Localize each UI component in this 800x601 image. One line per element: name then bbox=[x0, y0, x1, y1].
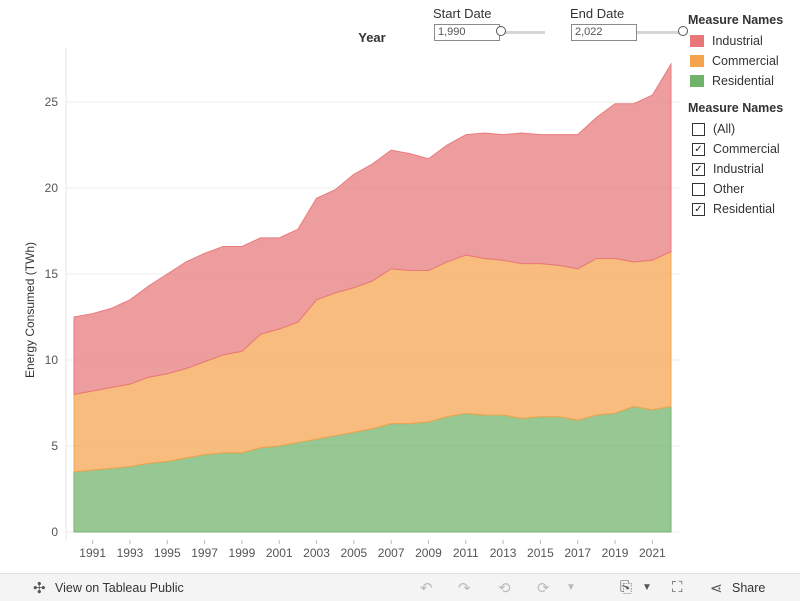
chart: 0 5 10 15 20 25 1991 1993 1995 1997 1999 2001 2003 20… bbox=[23, 30, 680, 560]
checkbox[interactable] bbox=[692, 182, 705, 196]
download-icon[interactable]: ⎘ bbox=[620, 579, 633, 596]
revert-icon[interactable]: ⟲ bbox=[498, 580, 511, 597]
x-axis-label: Year bbox=[358, 30, 385, 45]
x-tick-label: 2009 bbox=[415, 546, 442, 560]
x-tick-label: 1999 bbox=[229, 546, 256, 560]
x-tick-label: 2007 bbox=[378, 546, 405, 560]
x-tick-label: 1993 bbox=[117, 546, 144, 560]
stacked-areas bbox=[73, 62, 672, 533]
fullscreen-icon[interactable]: ⛶ bbox=[672, 579, 683, 596]
legend-swatch bbox=[690, 55, 704, 67]
start-date-label: Start Date bbox=[433, 6, 492, 21]
end-date-slider-track[interactable] bbox=[637, 31, 682, 34]
filter-option-label: Residential bbox=[713, 202, 775, 216]
x-tick-label: 2001 bbox=[266, 546, 293, 560]
x-tick-label: 1997 bbox=[191, 546, 218, 560]
x-tick-label: 2011 bbox=[453, 546, 479, 560]
filter-option-commercial[interactable]: ✓ Commercial bbox=[692, 141, 780, 157]
undo-icon[interactable]: ↶ bbox=[420, 580, 433, 597]
legend-label: Residential bbox=[712, 74, 774, 88]
x-tick-label: 2005 bbox=[340, 546, 367, 560]
download-dropdown-icon[interactable]: ▼ bbox=[642, 582, 652, 593]
x-tick-label: 2017 bbox=[564, 546, 591, 560]
refresh-icon[interactable]: ⟳ bbox=[537, 580, 550, 597]
x-tick-label: 1995 bbox=[154, 546, 181, 560]
filter-title: Measure Names bbox=[688, 101, 784, 115]
legend-item-residential[interactable]: Residential bbox=[690, 73, 774, 89]
x-tick-label: 2015 bbox=[527, 546, 554, 560]
legend-swatch bbox=[690, 75, 704, 87]
tableau-logo-icon: ✣ bbox=[33, 580, 46, 597]
y-tick-label: 20 bbox=[45, 181, 59, 195]
share-icon[interactable]: ⋖ bbox=[710, 580, 723, 597]
legend-label: Commercial bbox=[712, 54, 779, 68]
y-tick-label: 15 bbox=[45, 267, 59, 281]
view-on-tableau-public-link[interactable]: View on Tableau Public bbox=[55, 580, 184, 595]
filter-option-other[interactable]: Other bbox=[692, 181, 744, 197]
checkbox[interactable]: ✓ bbox=[692, 162, 705, 176]
x-tick-label: 2019 bbox=[602, 546, 629, 560]
y-tick-label: 10 bbox=[45, 353, 59, 367]
area-industrial bbox=[73, 62, 672, 396]
start-date-slider-track[interactable] bbox=[500, 31, 545, 34]
y-axis-label: Energy Consumed (TWh) bbox=[23, 242, 37, 378]
legend-title: Measure Names bbox=[688, 13, 784, 27]
end-date-slider-handle[interactable] bbox=[678, 26, 688, 36]
checkbox[interactable]: ✓ bbox=[692, 142, 705, 156]
end-date-input[interactable]: 2,022 bbox=[571, 24, 637, 41]
x-tick-label: 2021 bbox=[639, 546, 666, 560]
redo-icon[interactable]: ↷ bbox=[458, 580, 471, 597]
checkbox[interactable] bbox=[692, 122, 705, 136]
x-tick-label: 1991 bbox=[79, 546, 106, 560]
x-tick-label: 2003 bbox=[303, 546, 330, 560]
filter-option-all[interactable]: (All) bbox=[692, 121, 735, 137]
filter-option-label: Industrial bbox=[713, 162, 764, 176]
tableau-toolbar: ✣ View on Tableau Public ↶ ↷ ⟲ ⟳ ▼ ⎘ ▼ ⛶… bbox=[0, 573, 800, 601]
share-button[interactable]: Share bbox=[732, 580, 766, 595]
legend-item-industrial[interactable]: Industrial bbox=[690, 33, 763, 49]
end-date-label: End Date bbox=[570, 6, 625, 21]
refresh-dropdown-icon[interactable]: ▼ bbox=[566, 582, 576, 593]
filter-option-label: (All) bbox=[713, 122, 736, 136]
y-tick-label: 5 bbox=[51, 439, 58, 453]
filter-option-label: Other bbox=[713, 182, 745, 196]
start-date-slider-handle[interactable] bbox=[496, 26, 506, 36]
axes: 0 5 10 15 20 25 1991 1993 1995 1997 1999 2001 2003 20… bbox=[45, 48, 666, 560]
y-tick-label: 25 bbox=[45, 95, 59, 109]
legend-item-commercial[interactable]: Commercial bbox=[690, 53, 779, 69]
legend-label: Industrial bbox=[712, 34, 763, 48]
checkbox[interactable]: ✓ bbox=[692, 202, 705, 216]
x-tick-label: 2013 bbox=[490, 546, 517, 560]
legend-swatch bbox=[690, 35, 704, 47]
y-tick-label: 0 bbox=[51, 525, 58, 539]
filter-option-industrial[interactable]: ✓ Industrial bbox=[692, 161, 764, 177]
filter-option-residential[interactable]: ✓ Residential bbox=[692, 201, 775, 217]
start-date-input[interactable]: 1,990 bbox=[434, 24, 500, 41]
filter-option-label: Commercial bbox=[713, 142, 780, 156]
